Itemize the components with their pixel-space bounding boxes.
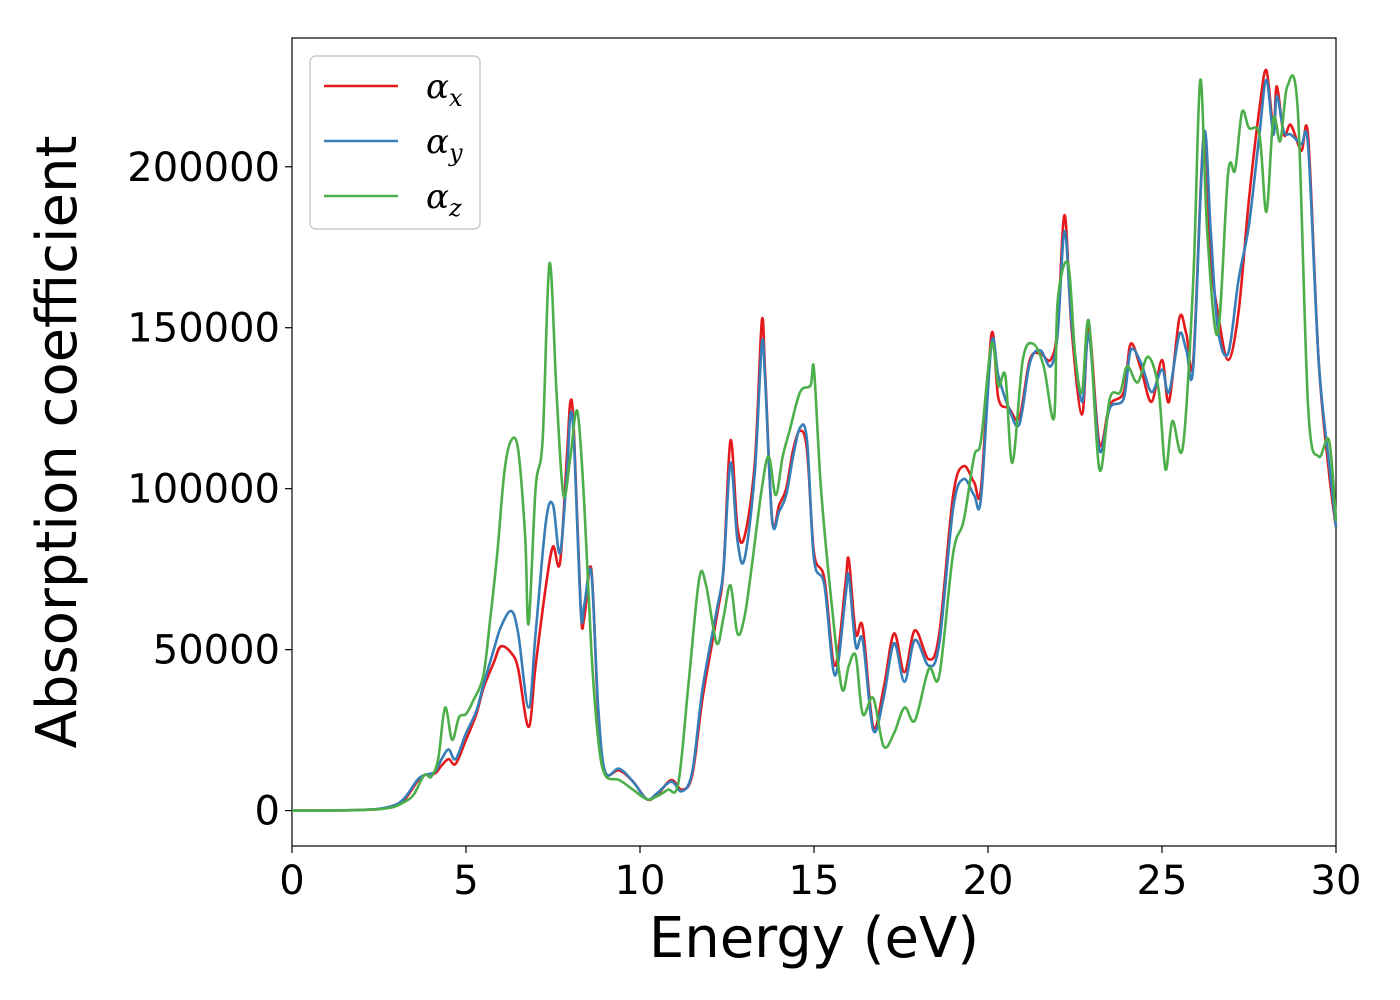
x-tick-label: 25 <box>1137 858 1188 904</box>
x-tick-label: 20 <box>963 858 1014 904</box>
y-tick-label: 200000 <box>127 145 280 191</box>
x-tick-label: 15 <box>789 858 840 904</box>
x-tick-label: 0 <box>279 858 304 904</box>
y-tick-label: 0 <box>255 789 280 835</box>
legend-label-alpha-z: αz <box>426 177 462 222</box>
legend: αx αy αz <box>309 55 481 230</box>
legend-label-alpha-x: αx <box>426 67 463 112</box>
y-tick-label: 100000 <box>127 467 280 513</box>
x-tick-label: 10 <box>615 858 666 904</box>
series-line-alpha-z <box>291 74 1338 812</box>
series-line-alpha-y <box>291 78 1338 812</box>
x-tick-label: 5 <box>453 858 478 904</box>
y-tick-label: 150000 <box>127 306 280 352</box>
series-layer <box>291 68 1338 812</box>
x-tick-label: 30 <box>1311 858 1362 904</box>
legend-label-alpha-y: αy <box>426 122 463 167</box>
legend-frame <box>309 55 481 230</box>
y-axis-title: Absorption coefficient <box>25 136 90 749</box>
x-axis-ticks: 0 5 10 15 20 25 30 <box>279 846 1361 904</box>
y-tick-label: 50000 <box>153 628 280 674</box>
y-axis-ticks: 0 50000 100000 150000 200000 <box>127 145 292 835</box>
x-axis-title: Energy (eV) <box>649 906 979 971</box>
